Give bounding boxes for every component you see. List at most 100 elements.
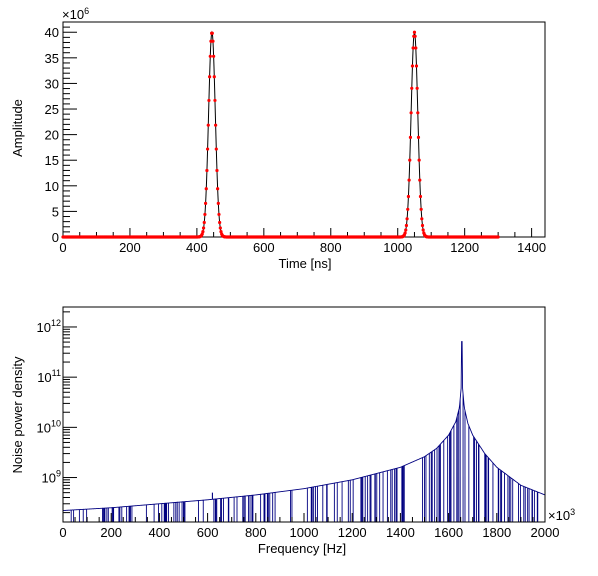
amplitude-data-points [61,30,500,239]
spectrum-x-exponent: ×103 [548,507,575,523]
amplitude-y-tick-label: 20 [45,128,59,143]
spectrum-plot-frame [62,306,546,523]
spectrum-y-tick-label: 1010 [37,418,61,435]
amplitude-data-point [208,75,212,79]
spectrum-trace [62,341,546,522]
amplitude-data-point [420,223,425,228]
amplitude-y-tick-label: 5 [52,204,59,219]
amplitude-data-point [408,158,412,162]
amplitude-data-point [419,207,423,211]
amplitude-y-axis-label: Amplitude [10,99,25,157]
amplitude-data-point [406,207,410,211]
amplitude-data-point [413,34,417,38]
amplitude-data-point [214,123,218,127]
amplitude-y-tick-label: 35 [45,51,59,66]
amplitude-data-point [410,64,415,68]
amplitude-data-point [418,194,423,199]
amplitude-panel: 0 200 400 600 800 1000 1200 1400 0 5 10 15 20 25 30 35… [10,6,546,271]
amplitude-data-point [414,46,418,50]
amplitude-data-point [420,217,424,221]
amplitude-data-point [204,187,208,191]
spectrum-x-tick-label: 400 [149,525,171,540]
spectrum-x-tick-label: 0 [59,525,66,540]
spectrum-x-tick-label: 600 [197,525,219,540]
amplitude-x-axis-label: Time [ns] [279,256,332,271]
amplitude-data-point [205,168,209,173]
amplitude-data-point [411,46,415,50]
spectrum-x-tick-label: 1600 [434,525,463,540]
amplitude-x-tick-label: 1400 [517,240,546,255]
amplitude-x-tick-label: 800 [320,240,342,255]
amplitude-data-point [409,111,413,115]
amplitude-fit-curve [63,30,499,238]
amplitude-y-tick-label: 0 [52,230,59,245]
spectrum-x-tick-label: 1800 [482,525,511,540]
amplitude-data-point [213,98,217,103]
amplitude-data-point [417,158,421,162]
amplitude-y-exponent: ×106 [62,6,89,22]
amplitude-data-point [415,86,419,90]
amplitude-data-point [215,168,219,173]
amplitude-data-point [206,123,210,127]
amplitude-data-point [414,64,419,68]
spectrum-y-tick-label: 109 [42,469,61,486]
spectrum-x-tick-label: 200 [100,525,122,540]
amplitude-data-point [421,228,425,232]
spectrum-y-tick-label: 1012 [37,318,61,335]
amplitude-x-tick-label: 1000 [383,240,412,255]
spectrum-panel: 0 200 400 600 800 1000 1200 1400 1600 1800 2000 10… [10,306,575,556]
amplitude-data-point [201,230,205,234]
amplitude-data-point [496,235,500,239]
amplitude-fit-line [63,30,499,238]
spectrum-line [62,341,546,522]
amplitude-x-tick-label: 600 [253,240,275,255]
amplitude-data-point [208,54,212,58]
amplitude-y-tick-label: 30 [45,76,59,91]
spectrum-y-tick-label: 1011 [37,368,61,385]
amplitude-plot-frame [62,21,546,238]
amplitude-data-point [405,217,409,221]
amplitude-data-point [404,228,408,232]
amplitude-data-point [406,194,411,199]
amplitude-data-point [416,135,421,139]
amplitude-data-point [408,135,413,139]
amplitude-data-point [404,223,409,228]
amplitude-y-tick-label: 25 [45,102,59,117]
amplitude-data-point [212,54,216,58]
amplitude-data-point [203,212,207,217]
amplitude-x-tick-label: 400 [186,240,208,255]
amplitude-data-point [216,201,220,205]
amplitude-data-point [214,147,218,151]
amplitude-x-ticks: 0 200 400 600 800 1000 1200 1400 [59,228,546,255]
amplitude-x-tick-label: 0 [59,240,66,255]
amplitude-y-tick-label: 15 [45,153,59,168]
amplitude-data-point [403,231,407,235]
amplitude-data-point [218,226,222,230]
spectrum-y-ticks: 109 1010 1011 1012 [37,311,77,514]
amplitude-data-point [206,147,210,151]
amplitude-data-point [216,187,220,191]
spectrum-x-tick-label: 800 [245,525,267,540]
amplitude-x-tick-label: 1200 [450,240,479,255]
amplitude-data-point [207,98,211,103]
amplitude-data-point [203,201,208,205]
amplitude-y-ticks: 0 5 10 15 20 25 30 35 40 [45,21,77,245]
amplitude-data-point [201,226,206,230]
spectrum-x-axis-label: Frequency [Hz] [258,541,346,556]
amplitude-data-point [210,31,214,35]
amplitude-y-tick-label: 10 [45,179,59,194]
amplitude-data-point [202,220,206,225]
amplitude-y-tick-label: 40 [45,25,59,40]
spectrum-x-tick-label: 1000 [290,525,319,540]
amplitude-data-point [212,75,216,79]
amplitude-data-point [217,212,221,217]
amplitude-x-tick-label: 200 [119,240,141,255]
amplitude-data-point [218,220,222,225]
amplitude-data-point [211,39,215,43]
amplitude-data-point [416,111,420,115]
spectrum-x-tick-label: 1200 [338,525,367,540]
amplitude-data-point [410,86,414,90]
spectrum-y-axis-label: Noise power density [10,356,25,474]
